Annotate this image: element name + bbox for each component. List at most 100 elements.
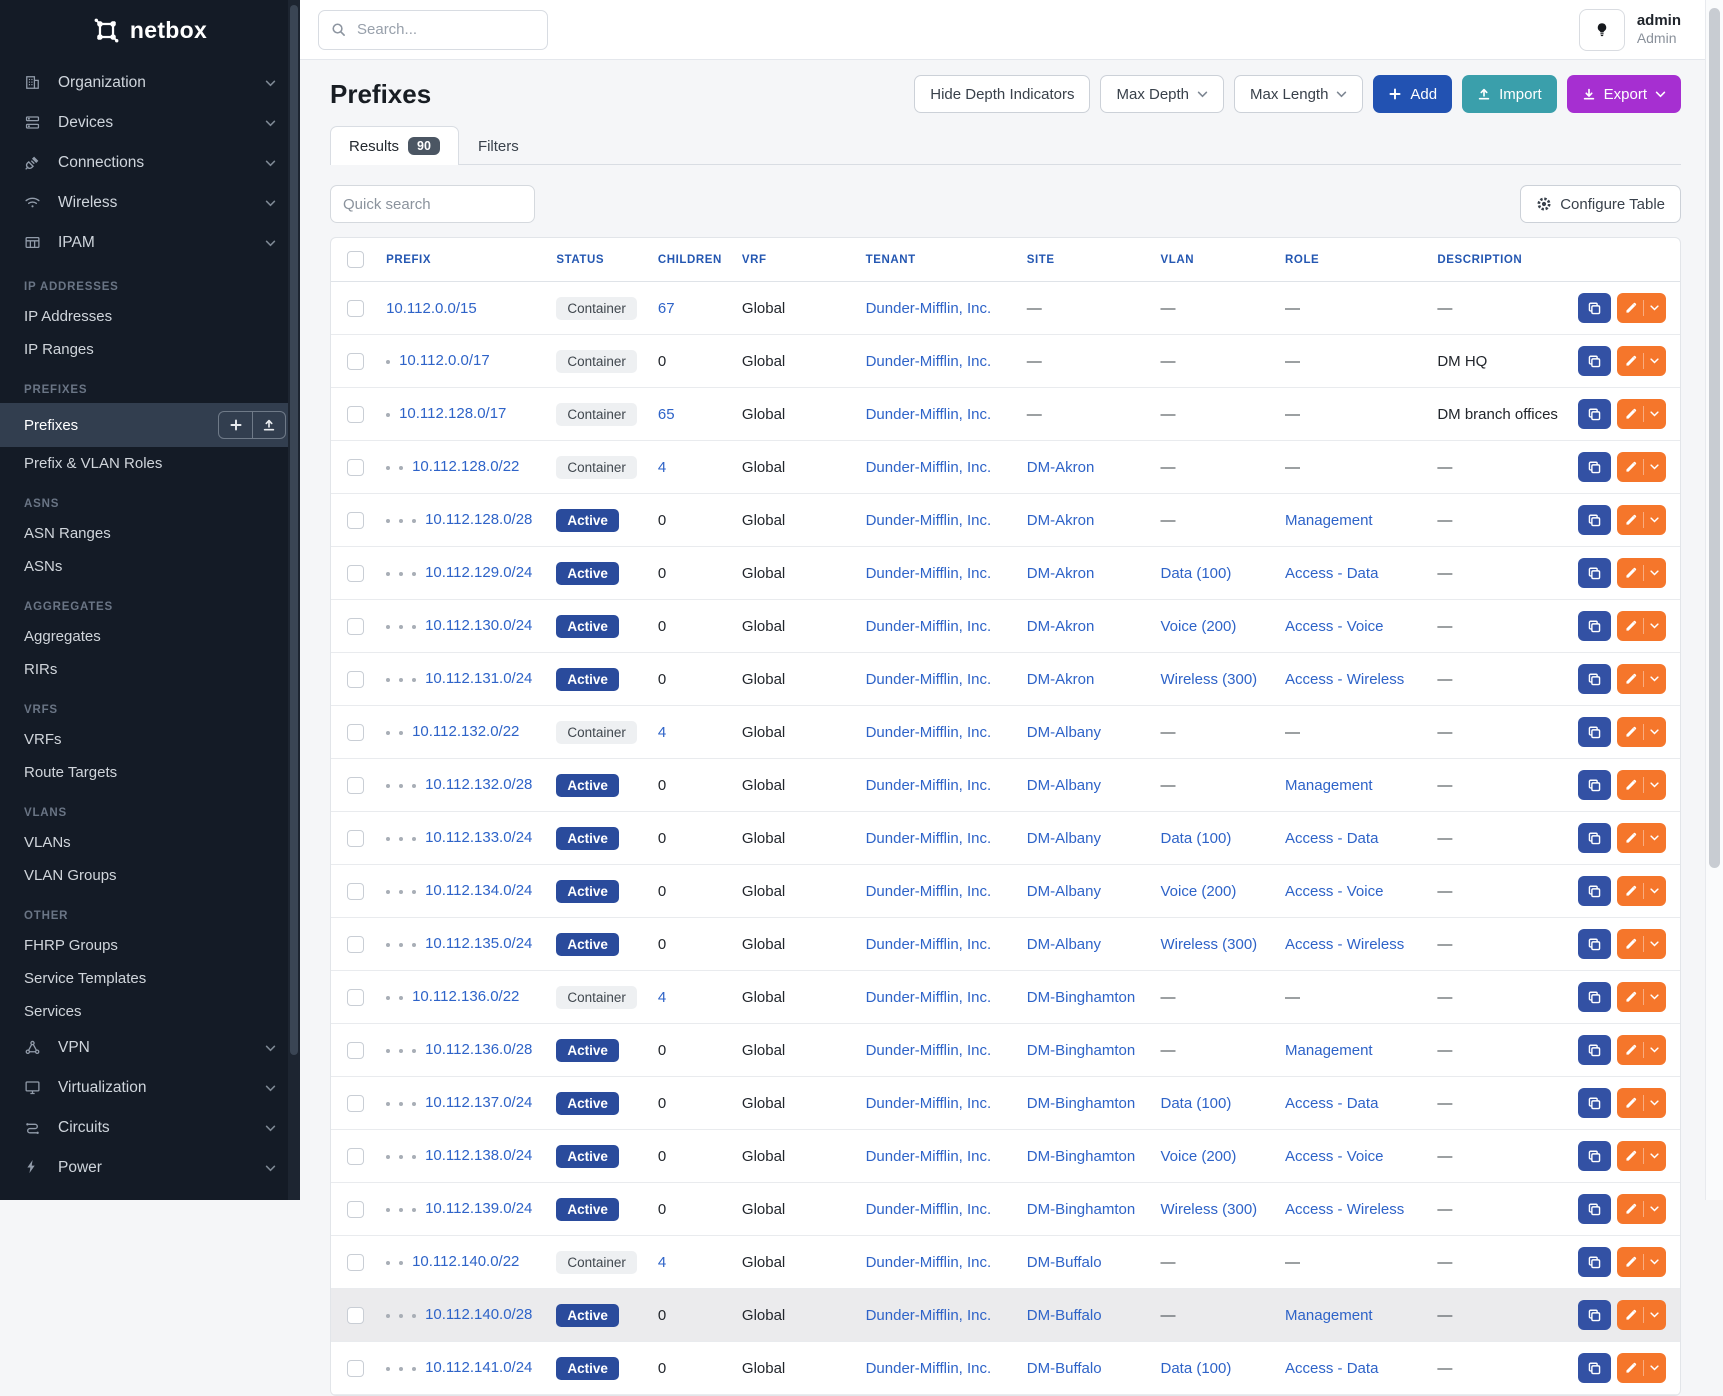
clone-button[interactable] xyxy=(1578,982,1611,1012)
site-link[interactable]: DM-Albany xyxy=(1026,882,1101,900)
children-link[interactable]: 4 xyxy=(657,458,667,476)
clone-button[interactable] xyxy=(1578,1141,1611,1171)
sidebar-item-wireless[interactable]: Wireless xyxy=(0,183,300,223)
role-link[interactable]: Access - Voice xyxy=(1285,617,1384,635)
edit-button[interactable] xyxy=(1617,1194,1666,1224)
edit-button[interactable] xyxy=(1617,558,1666,588)
role-link[interactable]: Access - Wireless xyxy=(1285,670,1405,688)
column-header-tenant[interactable]: TENANT xyxy=(855,238,1017,282)
tab-results[interactable]: Results 90 xyxy=(330,126,459,165)
role-link[interactable]: Access - Data xyxy=(1285,1359,1379,1377)
row-checkbox[interactable] xyxy=(347,1094,364,1112)
clone-button[interactable] xyxy=(1578,1088,1611,1118)
tenant-link[interactable]: Dunder-Mifflin, Inc. xyxy=(865,1200,992,1218)
row-checkbox[interactable] xyxy=(347,299,364,317)
prefix-link[interactable]: 10.112.129.0/24 xyxy=(425,564,533,582)
role-link[interactable]: Management xyxy=(1285,1306,1373,1324)
edit-button[interactable] xyxy=(1617,876,1666,906)
row-checkbox[interactable] xyxy=(347,1253,364,1271)
clone-button[interactable] xyxy=(1578,558,1611,588)
row-checkbox[interactable] xyxy=(347,988,364,1006)
site-link[interactable]: DM-Albany xyxy=(1026,829,1101,847)
search-input[interactable] xyxy=(355,20,535,39)
sidebar-item-prefixes[interactable]: Prefixes xyxy=(0,403,300,447)
quick-add-button[interactable] xyxy=(219,412,252,438)
vlan-link[interactable]: Data (100) xyxy=(1160,829,1232,847)
prefix-link[interactable]: 10.112.136.0/28 xyxy=(425,1041,533,1059)
clone-button[interactable] xyxy=(1578,611,1611,641)
children-link[interactable]: 65 xyxy=(657,405,675,423)
sidebar-item-rirs[interactable]: RIRs xyxy=(0,653,300,686)
prefix-link[interactable]: 10.112.138.0/24 xyxy=(425,1147,533,1165)
vlan-link[interactable]: Data (100) xyxy=(1160,1359,1232,1377)
sidebar-item-asn-ranges[interactable]: ASN Ranges xyxy=(0,517,300,550)
column-header-children[interactable]: CHILDREN xyxy=(647,238,732,282)
clone-button[interactable] xyxy=(1578,664,1611,694)
role-link[interactable]: Access - Wireless xyxy=(1285,935,1405,953)
prefix-link[interactable]: 10.112.131.0/24 xyxy=(425,670,533,688)
tenant-link[interactable]: Dunder-Mifflin, Inc. xyxy=(865,564,992,582)
tenant-link[interactable]: Dunder-Mifflin, Inc. xyxy=(865,405,992,423)
max-length-dropdown[interactable]: Max Length xyxy=(1234,75,1364,113)
clone-button[interactable] xyxy=(1578,346,1611,376)
add-button[interactable]: Add xyxy=(1373,75,1453,113)
select-all-checkbox[interactable] xyxy=(347,251,364,268)
prefix-link[interactable]: 10.112.140.0/22 xyxy=(412,1253,520,1271)
vlan-link[interactable]: Voice (200) xyxy=(1160,882,1237,900)
role-link[interactable]: Access - Data xyxy=(1285,564,1379,582)
row-checkbox[interactable] xyxy=(347,458,364,476)
tenant-link[interactable]: Dunder-Mifflin, Inc. xyxy=(865,1094,992,1112)
tenant-link[interactable]: Dunder-Mifflin, Inc. xyxy=(865,670,992,688)
vlan-link[interactable]: Wireless (300) xyxy=(1160,1200,1258,1218)
edit-button[interactable] xyxy=(1617,770,1666,800)
site-link[interactable]: DM-Buffalo xyxy=(1026,1253,1102,1271)
prefix-link[interactable]: 10.112.135.0/24 xyxy=(425,935,533,953)
clone-button[interactable] xyxy=(1578,399,1611,429)
row-checkbox[interactable] xyxy=(347,670,364,688)
sidebar-item-circuits[interactable]: Circuits xyxy=(0,1108,300,1148)
tenant-link[interactable]: Dunder-Mifflin, Inc. xyxy=(865,1041,992,1059)
tab-filters[interactable]: Filters xyxy=(459,126,538,165)
edit-button[interactable] xyxy=(1617,1088,1666,1118)
site-link[interactable]: DM-Akron xyxy=(1026,511,1095,529)
clone-button[interactable] xyxy=(1578,770,1611,800)
vlan-link[interactable]: Data (100) xyxy=(1160,1094,1232,1112)
edit-button[interactable] xyxy=(1617,611,1666,641)
row-checkbox[interactable] xyxy=(347,882,364,900)
column-header-status[interactable]: STATUS xyxy=(546,238,648,282)
sidebar-item-ip-ranges[interactable]: IP Ranges xyxy=(0,333,300,366)
sidebar-scrollbar-thumb[interactable] xyxy=(290,5,298,1055)
global-search[interactable] xyxy=(318,9,548,50)
row-checkbox[interactable] xyxy=(347,511,364,529)
sidebar-item-services[interactable]: Services xyxy=(0,995,300,1028)
site-link[interactable]: DM-Albany xyxy=(1026,776,1101,794)
brand[interactable]: netbox xyxy=(0,0,300,55)
role-link[interactable]: Management xyxy=(1285,1041,1373,1059)
sidebar-scrollbar[interactable] xyxy=(288,0,300,1200)
row-checkbox[interactable] xyxy=(347,352,364,370)
sidebar-item-virtualization[interactable]: Virtualization xyxy=(0,1068,300,1108)
edit-button[interactable] xyxy=(1617,717,1666,747)
sidebar-item-vlans[interactable]: VLANs xyxy=(0,826,300,859)
site-link[interactable]: DM-Buffalo xyxy=(1026,1359,1102,1377)
sidebar-item-prefix-vlan-roles[interactable]: Prefix & VLAN Roles xyxy=(0,447,300,480)
column-header-prefix[interactable]: PREFIX xyxy=(376,238,547,282)
tenant-link[interactable]: Dunder-Mifflin, Inc. xyxy=(865,352,992,370)
prefix-link[interactable]: 10.112.133.0/24 xyxy=(425,829,533,847)
sidebar-item-provisioning[interactable]: Provisioning xyxy=(0,1188,300,1200)
prefix-link[interactable]: 10.112.137.0/24 xyxy=(425,1094,533,1112)
site-link[interactable]: DM-Albany xyxy=(1026,935,1101,953)
clone-button[interactable] xyxy=(1578,876,1611,906)
column-header-description[interactable]: DESCRIPTION xyxy=(1427,238,1568,282)
tenant-link[interactable]: Dunder-Mifflin, Inc. xyxy=(865,829,992,847)
edit-button[interactable] xyxy=(1617,1353,1666,1383)
sidebar-item-route-targets[interactable]: Route Targets xyxy=(0,756,300,789)
column-header-vlan[interactable]: VLAN xyxy=(1150,238,1276,282)
tenant-link[interactable]: Dunder-Mifflin, Inc. xyxy=(865,988,992,1006)
prefix-link[interactable]: 10.112.0.0/17 xyxy=(399,352,490,370)
sidebar-item-vlan-groups[interactable]: VLAN Groups xyxy=(0,859,300,892)
theme-toggle-button[interactable] xyxy=(1578,8,1625,51)
edit-button[interactable] xyxy=(1617,1035,1666,1065)
tenant-link[interactable]: Dunder-Mifflin, Inc. xyxy=(865,1306,992,1324)
site-link[interactable]: DM-Buffalo xyxy=(1026,1306,1102,1324)
